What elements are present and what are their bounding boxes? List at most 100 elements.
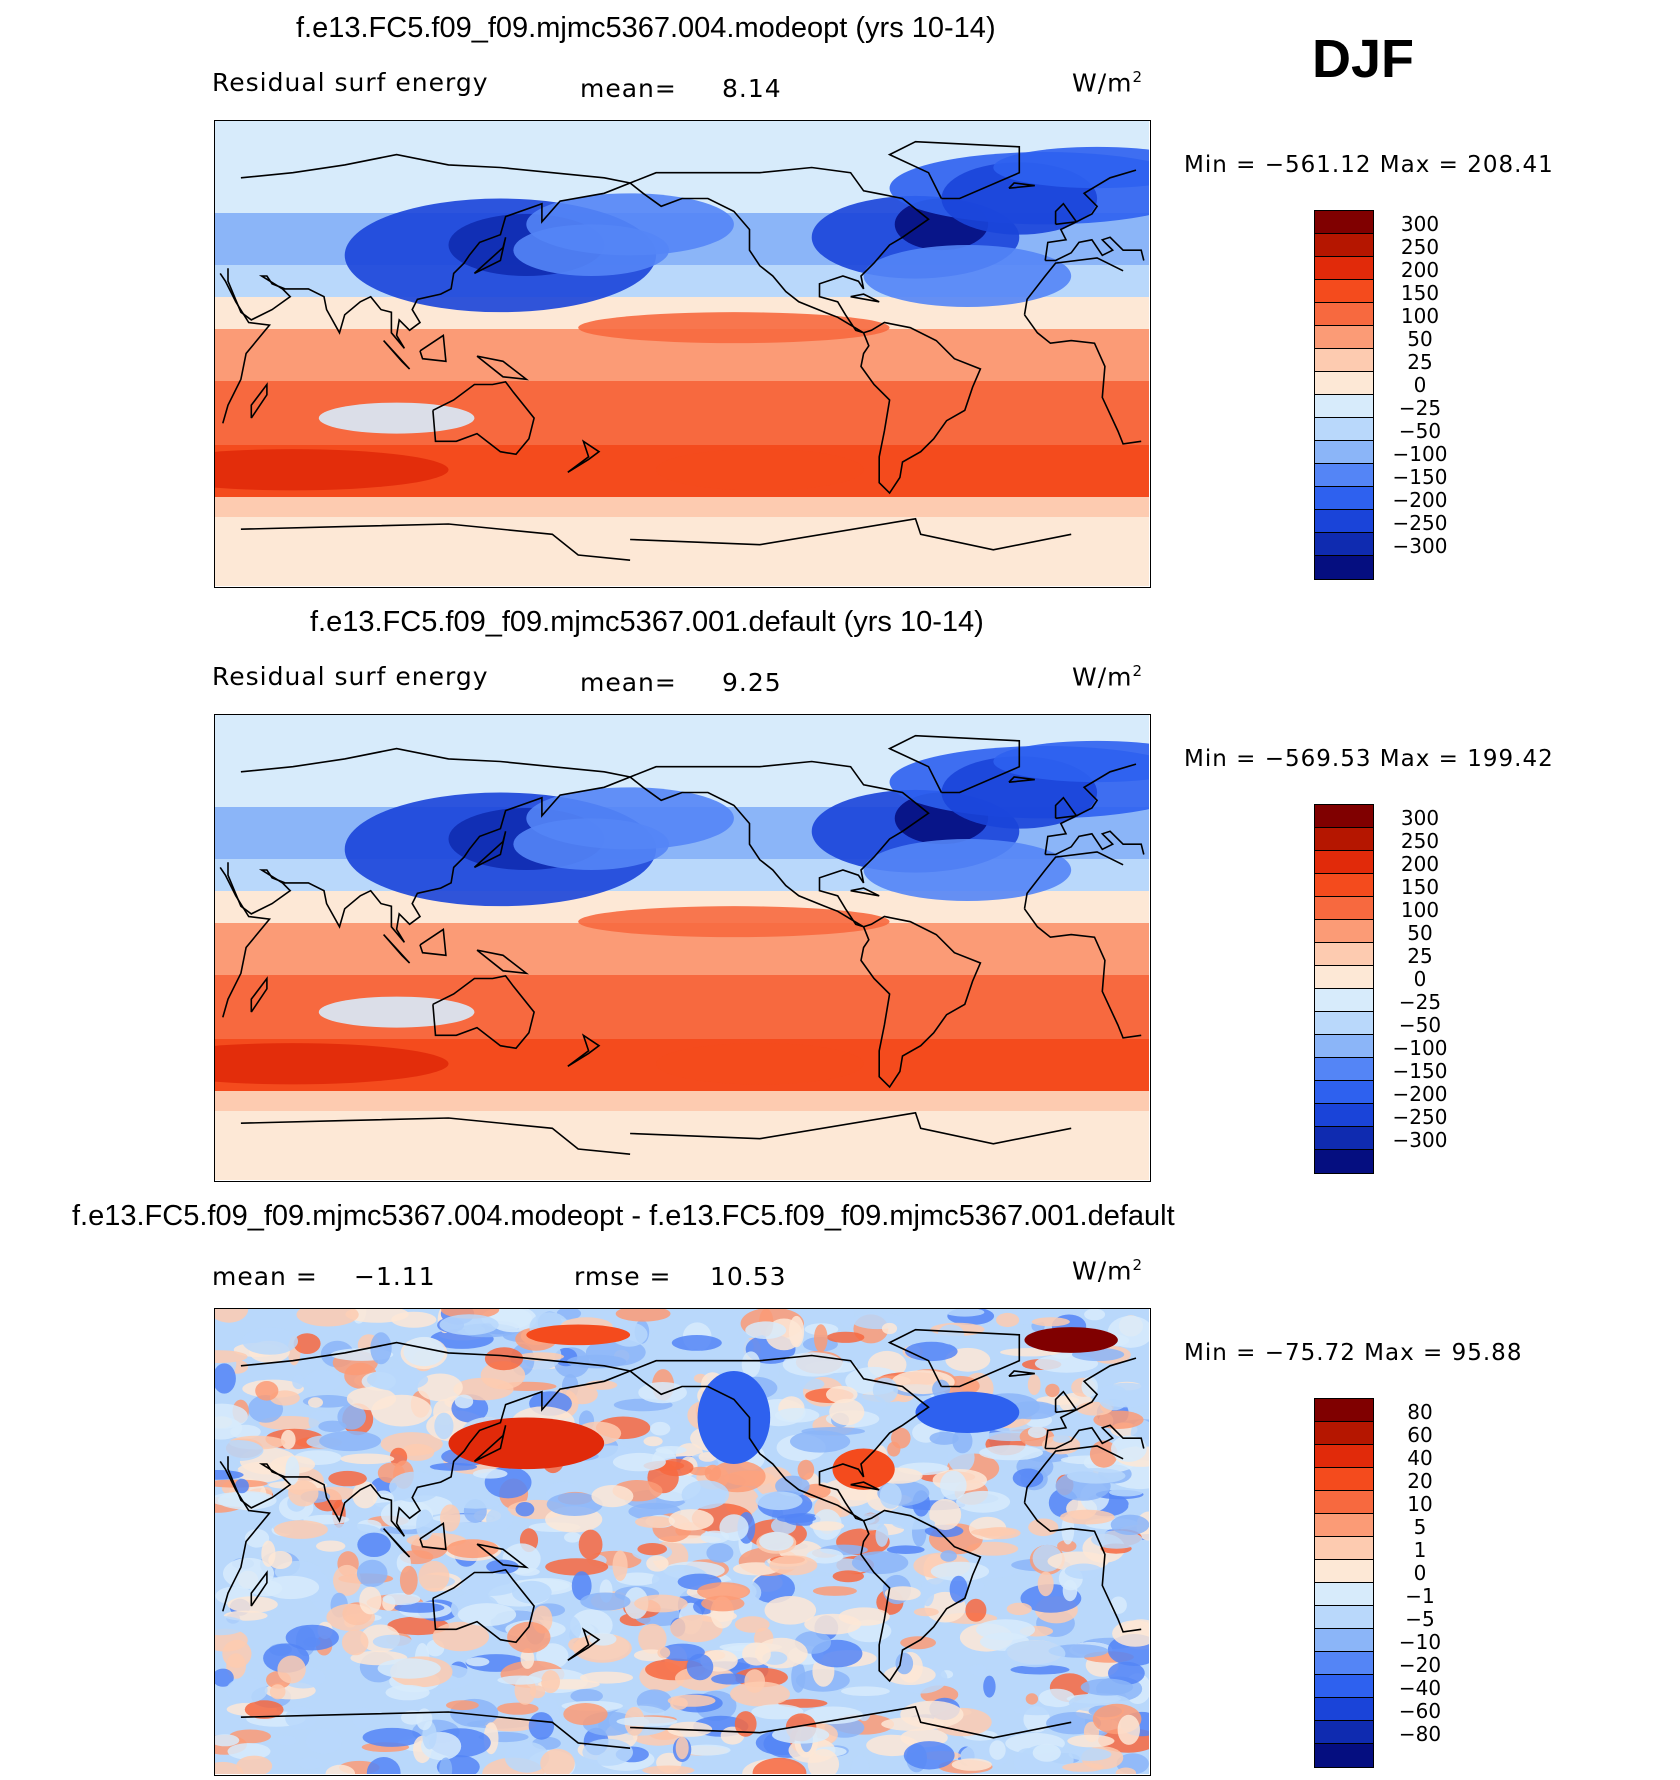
field-feature: [273, 1520, 328, 1539]
field-feature: [215, 1350, 248, 1363]
field-band: [215, 417, 1149, 422]
field-band: [215, 485, 1149, 490]
field-feature: [215, 1616, 247, 1636]
field-band: [215, 441, 1149, 446]
field-band: [215, 983, 1149, 988]
field-feature: [951, 1758, 992, 1771]
field-band: [215, 979, 1149, 984]
field-feature: [759, 1360, 780, 1380]
field-feature: [900, 1636, 936, 1650]
field-feature: [751, 1573, 795, 1604]
field-band: [215, 525, 1149, 530]
field-feature: [448, 1417, 605, 1470]
panel1-minmax: Min = −561.12 Max = 208.41: [1184, 152, 1554, 178]
field-band: [215, 297, 1149, 302]
field-band: [215, 397, 1149, 402]
field-feature: [851, 1551, 909, 1575]
field-feature: [686, 1653, 714, 1681]
field-band: [215, 509, 1149, 514]
field-band: [215, 249, 1149, 254]
field-feature: [1037, 1571, 1054, 1597]
colorbar-tick-label: −200: [1392, 488, 1448, 512]
field-band: [215, 1179, 1149, 1180]
colorbar-swatch: [1315, 828, 1373, 851]
colorbar-swatch: [1315, 1583, 1373, 1606]
field-feature: [879, 1483, 902, 1509]
field-band: [215, 787, 1149, 792]
coastline: [432, 1569, 535, 1644]
colorbar-tick-label: 40: [1407, 1446, 1433, 1470]
field-band: [215, 137, 1149, 142]
panel3-colorbar: [1314, 1398, 1374, 1768]
field-band: [215, 1079, 1149, 1084]
field-band: [215, 157, 1149, 162]
field-band: [215, 497, 1149, 502]
colorbar-tick-label: 60: [1407, 1423, 1433, 1447]
field-feature: [563, 1703, 608, 1726]
field-band: [215, 437, 1149, 442]
panel2-minmax: Min = −569.53 Max = 199.42: [1184, 746, 1554, 772]
field-band: [215, 165, 1149, 170]
field-band: [215, 939, 1149, 944]
field-band: [215, 545, 1149, 550]
field-band: [215, 999, 1149, 1004]
colorbar-swatch: [1315, 897, 1373, 920]
field-feature: [1068, 1748, 1112, 1761]
field-feature: [801, 1427, 865, 1436]
field-band: [215, 747, 1149, 752]
field-band: [215, 513, 1149, 518]
field-feature: [706, 1543, 734, 1563]
field-feature: [591, 1485, 634, 1508]
field-feature: [285, 1624, 339, 1651]
colorbar-tick-label: 300: [1400, 806, 1440, 830]
field-feature: [416, 1708, 433, 1731]
colorbar-tick-label: −1: [1405, 1584, 1435, 1608]
field-feature: [745, 1321, 787, 1339]
coastline: [1023, 908, 1142, 1039]
field-feature: [580, 1671, 633, 1684]
coastline: [860, 321, 982, 495]
field-band: [215, 181, 1149, 186]
field-band: [215, 481, 1149, 486]
field-band: [215, 903, 1149, 908]
field-feature: [806, 1548, 844, 1564]
field-band: [215, 1083, 1149, 1088]
panel3-map: [214, 1308, 1151, 1776]
colorbar-swatch: [1315, 966, 1373, 989]
field-band: [215, 935, 1149, 940]
field-feature: [457, 1603, 517, 1627]
field-band: [215, 851, 1149, 856]
field-band: [215, 121, 1149, 126]
field-feature: [719, 1514, 749, 1541]
field-feature: [1066, 1468, 1126, 1484]
colorbar-tick-label: −25: [1398, 990, 1442, 1014]
field-feature: [1028, 1518, 1059, 1537]
field-feature: [797, 1459, 815, 1480]
colorbar-tick-label: 50: [1407, 327, 1433, 351]
coastline: [629, 760, 930, 928]
coastline: [629, 166, 930, 334]
colorbar-tick-label: −100: [1392, 1036, 1448, 1060]
field-band: [215, 863, 1149, 868]
field-band: [215, 1031, 1149, 1036]
field-feature: [333, 1564, 361, 1596]
field-feature: [582, 1738, 633, 1766]
field-band: [215, 951, 1149, 956]
field-band: [215, 891, 1149, 896]
field-band: [215, 1151, 1149, 1156]
field-feature: [362, 1727, 422, 1747]
field-band: [215, 573, 1149, 578]
field-feature: [1117, 1714, 1140, 1745]
coastline: [1008, 776, 1035, 783]
coastline: [219, 1460, 272, 1612]
field-band: [215, 947, 1149, 952]
colorbar-swatch: [1315, 874, 1373, 897]
field-band: [215, 1039, 1149, 1044]
field-band: [215, 783, 1149, 788]
panel2-mean-label: mean=: [580, 668, 677, 697]
field-band: [215, 189, 1149, 194]
field-band: [215, 1015, 1149, 1020]
colorbar-tick-label: 250: [1400, 235, 1440, 259]
field-feature: [667, 1694, 716, 1707]
colorbar-swatch: [1315, 1468, 1373, 1491]
